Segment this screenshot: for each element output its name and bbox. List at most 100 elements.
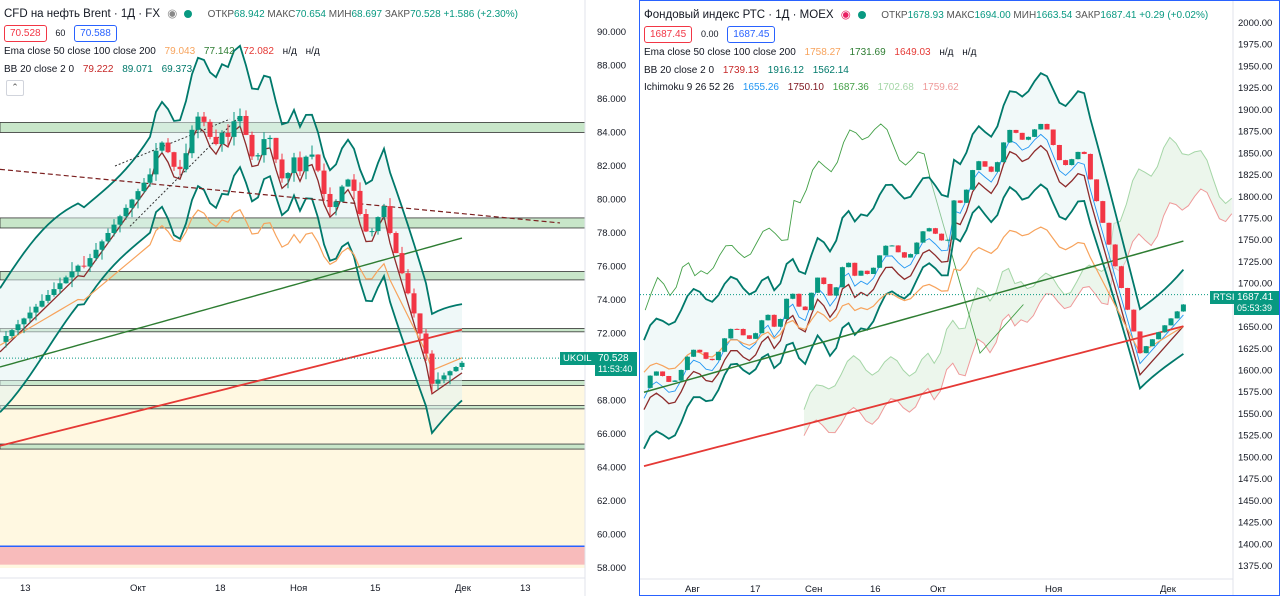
candle [1094, 179, 1100, 202]
ema200-value: 1649.03 [894, 47, 931, 58]
chart-pane-rts[interactable]: 2000.00 1975.00 1950.00 1925.00 1900.00 1875.… [639, 0, 1280, 596]
last-price-label: 70.528 11:53:40 [595, 352, 637, 376]
candle [703, 352, 709, 359]
candle [129, 199, 135, 208]
candle [1118, 266, 1124, 288]
candle [153, 150, 159, 175]
candle [1001, 142, 1007, 163]
sell-button[interactable]: 70.528 [4, 25, 47, 42]
sr-zone [0, 405, 586, 410]
candle [678, 369, 684, 381]
price-tick-label: 72.000 [597, 329, 626, 340]
price-tick-label: 74.000 [597, 295, 626, 306]
date-tick-label: 16 [870, 584, 881, 595]
candle [429, 353, 435, 384]
candle [15, 324, 21, 331]
bid-ask-row: 1687.45 0.00 1687.45 [644, 26, 781, 43]
candle [357, 190, 363, 215]
price-tick-label: 1750.00 [1238, 235, 1272, 246]
bb-legend[interactable]: BB 20 close 2 0 79.222 89.071 69.373 [4, 64, 198, 75]
ema-na-value: н/д [939, 47, 954, 58]
price-tick-label: 1875.00 [1238, 127, 1272, 138]
candle [237, 115, 243, 122]
bb-label: BB 20 close 2 0 [644, 65, 715, 76]
price-tick-label: 1575.00 [1238, 387, 1272, 398]
candle [1075, 151, 1081, 160]
ema-legend[interactable]: Ema close 50 close 100 close 200 79.043 … [4, 46, 326, 57]
candle [833, 287, 839, 296]
candle [660, 371, 666, 376]
candle [1063, 160, 1069, 166]
candle [99, 241, 105, 250]
brent-chart-canvas[interactable]: 90.000 88.000 86.000 84.000 82.000 80.000 78.0… [0, 0, 638, 596]
candle [1032, 129, 1038, 137]
rts-chart-canvas[interactable]: 2000.00 1975.00 1950.00 1925.00 1900.00 1875.… [640, 1, 1280, 596]
candle [666, 375, 672, 382]
candle [201, 116, 207, 122]
ema200-line [0, 328, 463, 447]
price-tick-label: 1725.00 [1238, 257, 1272, 268]
bb-band-fill [0, 45, 462, 433]
candle [285, 173, 291, 179]
candle [147, 174, 153, 183]
candle [808, 292, 814, 311]
candle [870, 267, 876, 274]
candle [183, 153, 189, 170]
candle [297, 157, 303, 172]
candle [1050, 129, 1056, 145]
candle [1013, 129, 1019, 133]
candle [1131, 309, 1137, 332]
candle [722, 338, 728, 352]
price-tick-label: 1500.00 [1238, 452, 1272, 463]
eye-icon[interactable]: ◉ [840, 9, 851, 21]
price-tick-label: 1375.00 [1238, 561, 1272, 572]
candle [369, 231, 375, 233]
candle [39, 300, 45, 307]
candle [982, 161, 988, 167]
candle [945, 239, 951, 241]
date-tick-label: 13 [520, 583, 531, 594]
last-price-label: 1687.41 05:53:39 [1234, 291, 1279, 315]
symbol-title[interactable]: Фондовый индекс РТС · 1Д · MOEX [644, 9, 834, 21]
candle [697, 349, 703, 353]
sell-button[interactable]: 1687.45 [644, 26, 693, 43]
price-tick-label: 78.000 [597, 228, 626, 239]
candle [57, 283, 63, 290]
ichimoku-legend[interactable]: Ichimoku 9 26 52 26 1655.26 1750.10 1687… [644, 82, 965, 93]
ema200-value: 72.082 [243, 46, 274, 57]
candle [69, 271, 75, 278]
ema50-line [643, 226, 1184, 373]
bb-lower-line [0, 165, 463, 435]
candle [9, 330, 15, 337]
candle [27, 312, 33, 319]
price-tick-label: 1800.00 [1238, 192, 1272, 203]
candle [447, 371, 453, 376]
candle [327, 193, 333, 208]
collapse-legend-button[interactable]: ⌃ [6, 80, 24, 96]
symbol-title[interactable]: CFD на нефть Brent · 1Д · FX [4, 8, 160, 20]
buy-button[interactable]: 1687.45 [727, 26, 776, 43]
ichimoku-leadA-line [803, 136, 1233, 410]
candle [435, 379, 441, 384]
price-tick-label: 1775.00 [1238, 213, 1272, 224]
candle [759, 320, 765, 334]
buy-button[interactable]: 70.588 [74, 25, 117, 42]
chart-pane-brent[interactable]: 90.000 88.000 86.000 84.000 82.000 80.000 78.0… [0, 0, 638, 596]
ichimoku-cloud [804, 137, 1232, 436]
ema200-line [643, 325, 1184, 467]
candle [411, 293, 417, 314]
candle [195, 116, 201, 130]
candle [908, 254, 914, 258]
candle [339, 186, 345, 202]
candle [932, 228, 938, 234]
candle [177, 166, 183, 170]
eye-icon[interactable]: ◉ [167, 8, 178, 20]
price-tick-label: 58.000 [597, 563, 626, 574]
ichimoku-conversion-value: 1655.26 [742, 82, 779, 93]
price-tick-label: 1525.00 [1238, 431, 1272, 442]
ema-legend[interactable]: Ema close 50 close 100 close 200 1758.27… [644, 47, 982, 58]
candle [219, 132, 225, 145]
date-tick-label: 15 [370, 583, 381, 594]
bb-legend[interactable]: BB 20 close 2 0 1739.13 1916.12 1562.14 [644, 65, 855, 76]
bb-basis-line [0, 124, 463, 395]
